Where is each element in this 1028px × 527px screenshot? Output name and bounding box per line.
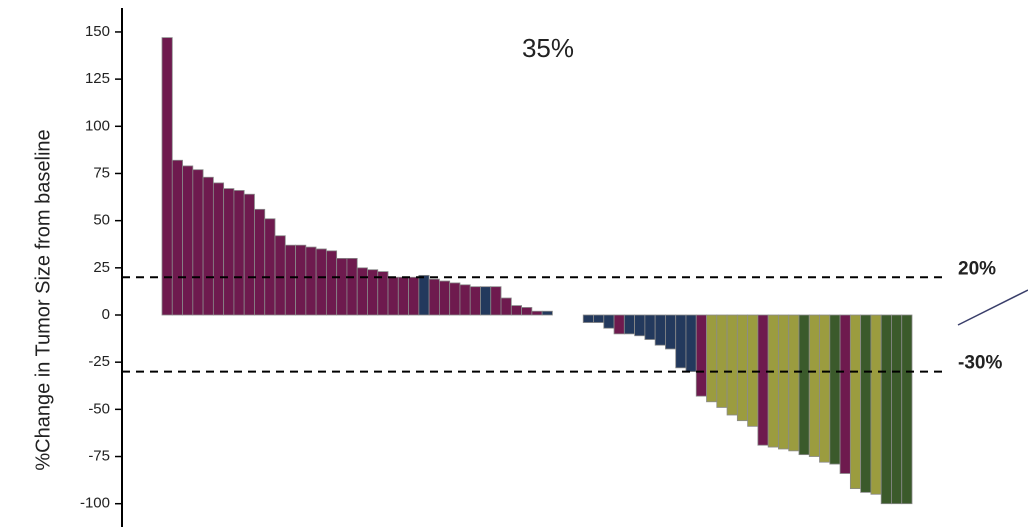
bar xyxy=(541,310,553,316)
bar xyxy=(695,314,707,397)
bar xyxy=(778,314,790,450)
bar xyxy=(469,286,481,316)
bar xyxy=(665,314,677,350)
bar xyxy=(449,282,461,316)
bar xyxy=(849,314,862,490)
y-axis-label: %Change in Tumor Size from baseline xyxy=(32,129,54,470)
bar xyxy=(336,257,348,316)
chart-title: 35% xyxy=(522,33,574,63)
bar xyxy=(880,314,892,505)
bar xyxy=(521,307,533,316)
bar xyxy=(459,284,471,316)
bar xyxy=(860,314,872,493)
bar xyxy=(891,314,903,505)
reference-label: -30% xyxy=(958,353,1002,374)
bar xyxy=(901,314,913,505)
bar xyxy=(819,314,831,463)
y-tick-label: -50 xyxy=(88,400,110,417)
bar xyxy=(870,314,882,495)
bar xyxy=(490,286,502,316)
y-tick-label: 75 xyxy=(93,164,110,181)
bar xyxy=(798,314,810,456)
bar xyxy=(480,286,492,316)
y-tick-label: 125 xyxy=(85,70,110,87)
bar xyxy=(716,314,728,408)
bar xyxy=(593,314,605,323)
bar xyxy=(305,246,317,316)
bar xyxy=(603,314,615,329)
bar xyxy=(839,314,851,474)
bar xyxy=(675,314,687,369)
bar xyxy=(808,314,820,457)
y-tick-label: 100 xyxy=(85,117,110,134)
bar xyxy=(397,276,409,316)
y-tick-label: -100 xyxy=(80,495,110,512)
bar xyxy=(243,193,255,316)
bar xyxy=(192,169,204,316)
bar xyxy=(438,280,451,316)
y-tick-label: 0 xyxy=(102,306,110,323)
bar xyxy=(182,165,194,316)
bar xyxy=(325,250,338,316)
bar xyxy=(387,276,399,316)
bar xyxy=(223,188,235,316)
bar xyxy=(757,314,769,446)
bar xyxy=(233,190,245,316)
reference-label: 20% xyxy=(958,258,996,279)
bar xyxy=(202,176,214,316)
bar xyxy=(161,37,173,316)
bar xyxy=(736,314,749,422)
bar xyxy=(644,314,656,340)
bar xyxy=(623,314,636,335)
bar xyxy=(254,208,266,316)
bar xyxy=(613,314,625,335)
bar xyxy=(829,314,841,465)
bar xyxy=(428,278,440,316)
y-tick-label: -75 xyxy=(88,447,110,464)
bar xyxy=(654,314,666,346)
bar xyxy=(767,314,779,448)
bar xyxy=(685,314,697,373)
bar xyxy=(582,314,594,323)
y-tick-label: 25 xyxy=(93,259,110,276)
bar xyxy=(356,267,368,316)
bar xyxy=(212,182,225,316)
bar xyxy=(274,235,286,316)
bar xyxy=(264,218,276,316)
y-tick-label: 150 xyxy=(85,23,110,40)
bar xyxy=(726,314,738,416)
y-tick-label: 50 xyxy=(93,212,110,229)
bar xyxy=(706,314,718,403)
bar xyxy=(284,244,296,316)
bar xyxy=(418,274,430,316)
bar xyxy=(500,297,512,316)
bar xyxy=(346,257,358,316)
bar xyxy=(408,276,420,316)
decoration-line xyxy=(957,289,1028,326)
bar xyxy=(788,314,800,452)
bar xyxy=(315,248,327,316)
y-tick-label: -25 xyxy=(88,353,110,370)
bar xyxy=(510,305,522,316)
bar xyxy=(634,314,646,337)
bar xyxy=(295,244,307,316)
bar xyxy=(531,310,543,316)
bar xyxy=(171,159,183,316)
